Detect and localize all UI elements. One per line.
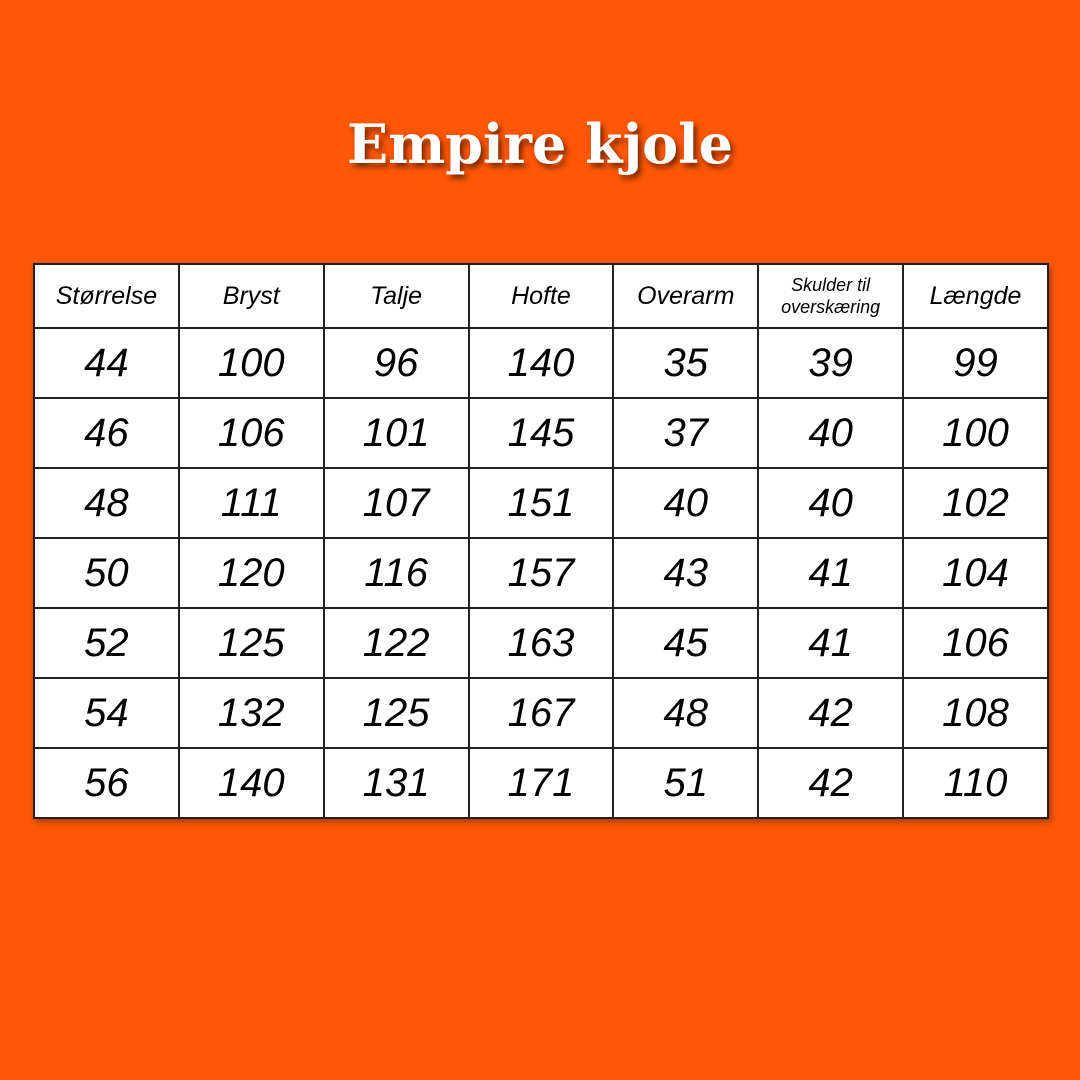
table-cell: 157 (467, 537, 615, 609)
table-cell: 140 (467, 327, 615, 399)
table-cell: 35 (612, 327, 760, 399)
table-cell: 101 (322, 397, 470, 469)
table-row: 52 125 122 163 45 41 106 (33, 607, 1049, 679)
table-cell: 106 (177, 397, 325, 469)
table-cell: 37 (612, 397, 760, 469)
table-cell: 125 (322, 677, 470, 749)
table-cell: 111 (177, 467, 325, 539)
table-cell: 46 (33, 397, 180, 469)
table-row: 56 140 131 171 51 42 110 (33, 747, 1049, 819)
table-cell: 145 (467, 397, 615, 469)
table-cell: 48 (33, 467, 180, 539)
table-cell: 52 (33, 607, 180, 679)
table-cell: 50 (33, 537, 180, 609)
table-cell: 99 (902, 327, 1049, 399)
table-cell: 116 (322, 537, 470, 609)
table-cell: 96 (322, 327, 470, 399)
table-row: 44 100 96 140 35 39 99 (33, 327, 1049, 399)
table-cell: 40 (612, 467, 760, 539)
size-table: Størrelse Bryst Talje Hofte Overarm Skulder t… (33, 263, 1049, 819)
table-cell: 108 (902, 677, 1049, 749)
column-header: Længde (902, 263, 1049, 329)
table-cell: 104 (902, 537, 1049, 609)
table-cell: 100 (902, 397, 1049, 469)
table-cell: 40 (757, 467, 905, 539)
table-row: 48 111 107 151 40 40 102 (33, 467, 1049, 539)
table-cell: 100 (177, 327, 325, 399)
table-cell: 125 (177, 607, 325, 679)
table-cell: 102 (902, 467, 1049, 539)
column-header: Størrelse (33, 263, 180, 329)
column-header: Talje (322, 263, 470, 329)
table-cell: 40 (757, 397, 905, 469)
table-cell: 107 (322, 467, 470, 539)
column-header: Hofte (467, 263, 615, 329)
table-row: 50 120 116 157 43 41 104 (33, 537, 1049, 609)
table-cell: 167 (467, 677, 615, 749)
table-cell: 106 (902, 607, 1049, 679)
table-cell: 43 (612, 537, 760, 609)
table-cell: 39 (757, 327, 905, 399)
table-cell: 41 (757, 607, 905, 679)
table-cell: 163 (467, 607, 615, 679)
table-cell: 132 (177, 677, 325, 749)
table-cell: 51 (612, 747, 760, 819)
table-cell: 42 (757, 747, 905, 819)
header-row: Størrelse Bryst Talje Hofte Overarm Skulder t… (33, 263, 1049, 329)
page-title: Empire kjole (346, 112, 733, 176)
table-cell: 56 (33, 747, 180, 819)
table-cell: 54 (33, 677, 180, 749)
table-cell: 42 (757, 677, 905, 749)
table-cell: 48 (612, 677, 760, 749)
table-cell: 110 (902, 747, 1049, 819)
table-row: 46 106 101 145 37 40 100 (33, 397, 1049, 469)
table-cell: 151 (467, 467, 615, 539)
table-cell: 44 (33, 327, 180, 399)
table-cell: 140 (177, 747, 325, 819)
table-cell: 122 (322, 607, 470, 679)
table-cell: 45 (612, 607, 760, 679)
table-cell: 41 (757, 537, 905, 609)
column-header: Bryst (177, 263, 325, 329)
column-header: Overarm (612, 263, 760, 329)
table-cell: 120 (177, 537, 325, 609)
table-cell: 131 (322, 747, 470, 819)
table-cell: 171 (467, 747, 615, 819)
table-row: 54 132 125 167 48 42 108 (33, 677, 1049, 749)
column-header: Skulder til overskæring (757, 263, 905, 329)
